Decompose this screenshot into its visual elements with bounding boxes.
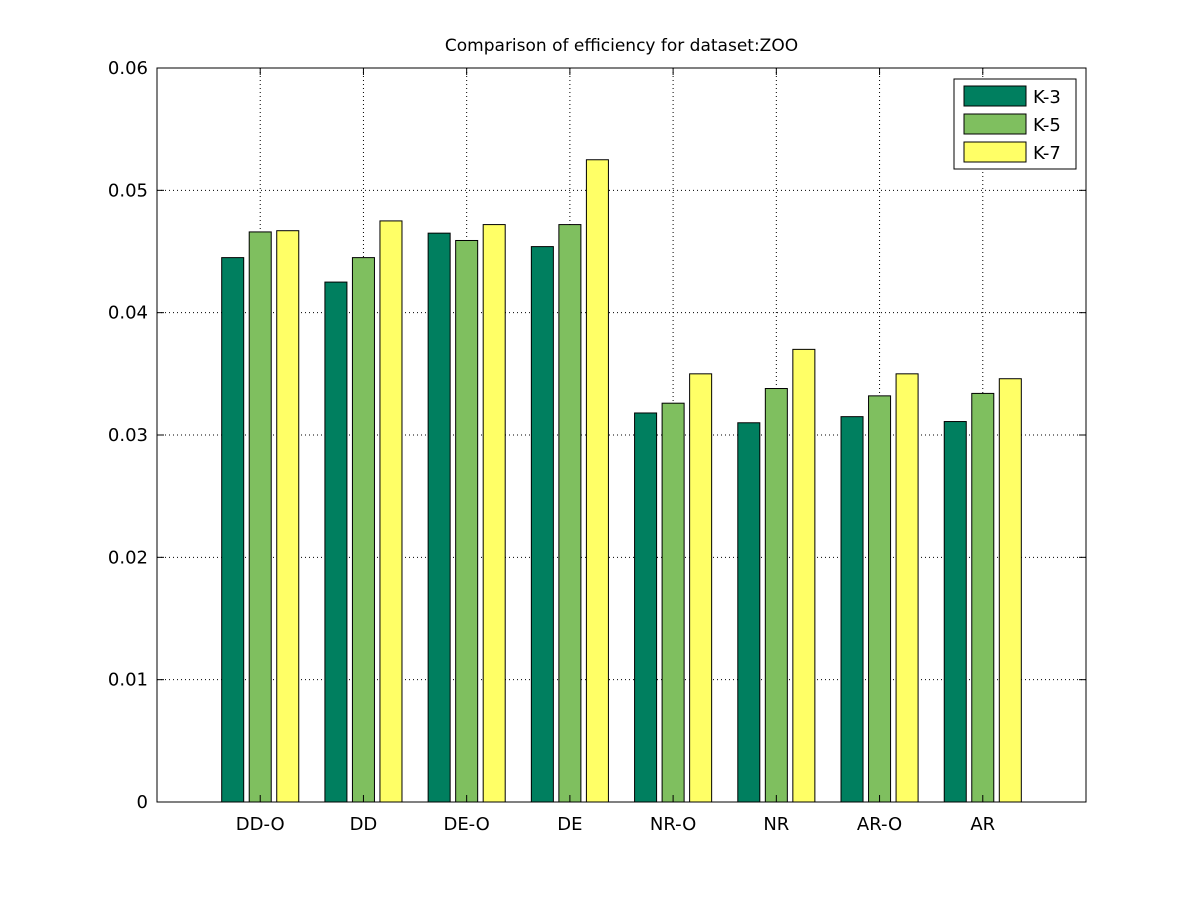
legend-swatch [963,85,1027,107]
y-tick-label: 0.01 [108,670,148,691]
x-tick-label: NR [763,814,789,835]
bar-k-7-de-o [482,224,506,803]
bar-k-7-ar-o [895,373,919,803]
bar-k-3-dd-o [221,257,245,803]
bar-k-7-ar [998,378,1022,803]
chart-title: Comparison of efficiency for dataset:ZOO [445,36,798,56]
legend-swatch [963,113,1027,135]
bar-k-5-nr-o [661,402,685,803]
bar-k-5-dd [351,257,375,803]
tick-labels: 0 0.01 0.02 0.03 0.04 0.05 0.06 DD-O DD DE-O DE NR-… [108,58,995,835]
bars [221,159,1022,803]
y-tick-label: 0.06 [108,58,148,79]
y-tick-label: 0.03 [108,425,148,446]
bar-k-3-ar-o [840,416,864,803]
y-tick-label: 0.02 [108,547,148,568]
bar-k-7-nr-o [689,373,713,803]
bar-k-3-de [530,246,554,803]
bar-k-7-de [585,159,609,803]
bar-k-7-nr [792,348,816,803]
bar-k-5-ar [971,392,995,803]
legend-label: K-3 [1033,87,1061,108]
x-tick-label: AR-O [857,814,902,835]
axis-ticks [157,67,1086,803]
bar-k-7-dd [379,220,403,803]
bar-k-3-nr [737,422,761,803]
x-tick-label: DD [350,814,378,835]
bar-k-5-nr [764,388,788,803]
bar-k-5-de [558,224,582,803]
y-tick-label: 0.05 [108,180,148,201]
legend-label: K-7 [1033,143,1061,164]
bar-k-7-dd-o [276,230,300,803]
bar-k-5-dd-o [248,231,272,803]
bar-k-3-nr-o [634,412,658,803]
bar-k-5-de-o [455,239,479,803]
bar-k-3-ar [943,421,967,803]
x-tick-label: DE [557,814,582,835]
x-tick-label: DE-O [443,814,489,835]
bar-k-3-dd [324,281,348,803]
y-tick-label: 0 [137,792,148,813]
x-tick-label: AR [970,814,995,835]
bar-k-5-ar-o [868,395,892,803]
grid-lines [157,68,1086,802]
legend-swatch [963,141,1027,163]
x-tick-label: DD-O [236,814,285,835]
bar-k-3-de-o [427,232,451,803]
x-tick-label: NR-O [650,814,696,835]
legend-label: K-5 [1033,115,1061,136]
y-tick-label: 0.04 [108,303,148,324]
legend: K-3 K-5 K-7 [953,78,1077,170]
